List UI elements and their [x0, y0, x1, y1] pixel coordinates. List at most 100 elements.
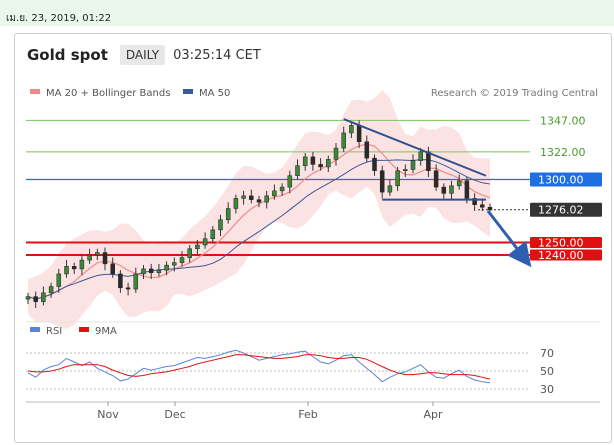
rsi-chart: 70 50 30 [26, 347, 554, 396]
candle-down [426, 151, 431, 171]
legend-label-ma50: MA 50 [199, 88, 230, 99]
top-bar: เม.ย. 23, 2019, 01:22 [0, 0, 614, 26]
candle-up [48, 286, 54, 294]
level-label-resistance: 1300.00 [530, 172, 602, 187]
level-label-text: 1250.00 [538, 236, 584, 249]
candle-up [272, 190, 277, 197]
candle-up [287, 175, 293, 188]
legend-swatch-ma50 [183, 89, 193, 94]
candle-up [326, 159, 331, 168]
research-credit: Research © 2019 Trading Central [431, 88, 598, 99]
candle-up [79, 259, 85, 270]
rsi-tick-label: 30 [540, 383, 554, 396]
candle-down [71, 266, 77, 270]
candle-down [356, 125, 362, 143]
horizontal-levels [26, 119, 530, 257]
level-label-text: 1276.02 [538, 204, 584, 217]
level-label-text: 1300.00 [538, 174, 584, 187]
candle-up [87, 254, 92, 261]
candle-down [148, 268, 154, 273]
level-label-target: 1347.00 [540, 114, 586, 127]
candle-down [118, 273, 123, 289]
candle-down [364, 141, 370, 159]
x-axis: Nov Dec Feb Apr [97, 402, 443, 421]
level-label-last: 1276.02 [530, 202, 602, 217]
candle-up [264, 195, 269, 203]
timestamp: เม.ย. 23, 2019, 01:22 [6, 13, 112, 24]
candle-up [279, 186, 285, 192]
candle-up [56, 273, 62, 287]
candle-down [110, 263, 115, 275]
bollinger-band-area [28, 90, 490, 329]
rsi-ma-legend-label: 9MA [95, 326, 117, 337]
candle-up [141, 268, 146, 275]
target-level-label: 1322.00 [540, 146, 586, 159]
candle-down [125, 287, 131, 290]
rsi-tick-label: 70 [540, 347, 554, 360]
candle-up [410, 160, 416, 170]
instrument-title: Gold spot [27, 46, 108, 64]
candle-up [225, 208, 231, 221]
legend-swatch-ma20 [30, 89, 40, 94]
rsi-ma-line [27, 354, 491, 380]
candle-down [379, 170, 385, 193]
legend-label-ma20: MA 20 + Bollinger Bands [46, 88, 170, 99]
candle-up [418, 151, 423, 161]
candle-up [218, 219, 223, 231]
candle-up [210, 229, 216, 239]
candle-up [302, 156, 308, 166]
candle-up [95, 252, 100, 256]
candle-up [456, 180, 462, 187]
rsi-line [27, 349, 491, 384]
candle-up [133, 273, 139, 290]
falling-resistance-trendline [343, 118, 487, 177]
x-tick-label: Apr [423, 408, 443, 421]
level-label-box [530, 249, 602, 261]
candle-up [233, 198, 239, 209]
level-label-support: 1240.00 [530, 249, 602, 262]
candle-down [480, 204, 485, 208]
update-time: 03:25:14 CET [173, 47, 261, 63]
forecast-arrow [486, 210, 532, 268]
candle-up [156, 269, 162, 273]
candle-up [179, 257, 185, 263]
timeframe-badge[interactable]: DAILY [119, 45, 166, 65]
rsi-legend-swatch [30, 327, 40, 332]
level-labels: 1347.00 1322.00 1300.00 1276.02 1250.001240.… [530, 114, 602, 262]
candle-down [464, 180, 470, 199]
candle-up [403, 169, 408, 171]
candle-up [187, 248, 192, 258]
candle-down [441, 186, 447, 194]
candle-down [472, 198, 477, 205]
candle-up [164, 264, 169, 271]
candle-up [241, 195, 246, 199]
candle-down [372, 157, 377, 171]
candle-down [310, 156, 316, 165]
candle-up [64, 266, 69, 275]
candle-up [295, 165, 300, 177]
candle-down [249, 195, 254, 200]
candle-up [341, 132, 346, 149]
level-label-target: 1322.00 [540, 146, 586, 159]
level-label-box [530, 202, 602, 217]
x-tick-label: Nov [97, 408, 119, 421]
candle-down [102, 252, 108, 265]
x-tick-label: Dec [164, 408, 185, 421]
target-level-label: 1347.00 [540, 114, 586, 127]
level-label-box [530, 236, 602, 248]
candle-up [333, 147, 339, 160]
candle-up [349, 125, 354, 134]
candle-up [172, 262, 177, 266]
candle-down [318, 164, 323, 168]
x-tick-label: Feb [298, 408, 317, 421]
candle-up [395, 170, 400, 187]
candle-down [487, 206, 493, 210]
candle-up [195, 244, 200, 250]
rsi-legend-label: RSI [46, 326, 62, 337]
candle-up [202, 238, 208, 246]
level-label-support: 1250.00 [530, 236, 602, 249]
bollinger-bands [28, 90, 490, 329]
level-label-text: 1240.00 [538, 249, 584, 262]
candle-down [256, 199, 262, 203]
